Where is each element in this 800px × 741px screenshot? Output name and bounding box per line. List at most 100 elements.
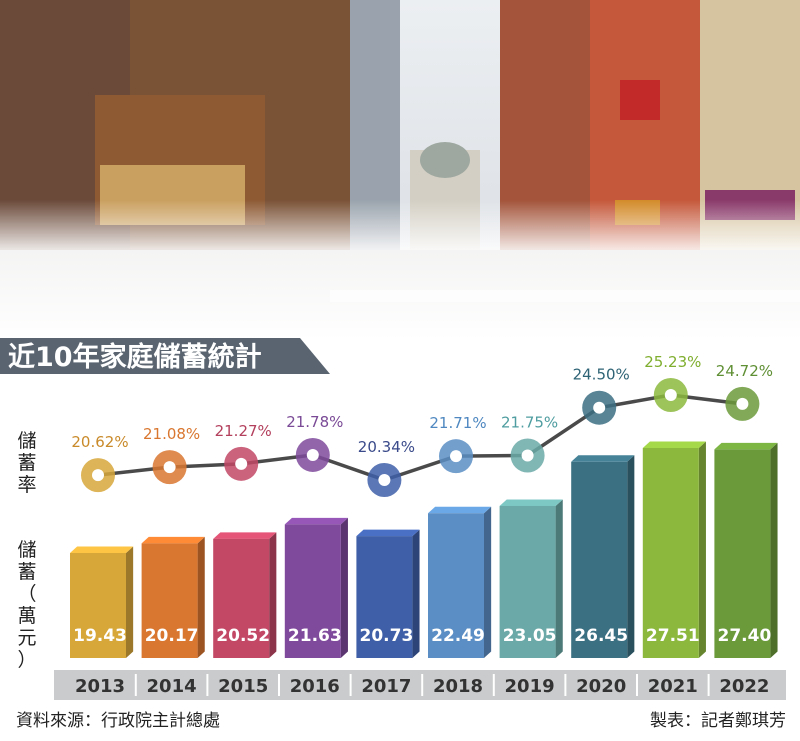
bar-side bbox=[126, 546, 134, 658]
bar-value-label: 27.40 bbox=[718, 626, 772, 646]
bar-value-label: 19.43 bbox=[73, 626, 127, 646]
rate-marker-dot bbox=[378, 474, 391, 486]
bar: 26.45 bbox=[571, 455, 635, 658]
rate-value-label: 21.27% bbox=[215, 422, 272, 440]
bar-side bbox=[627, 455, 635, 658]
year-label: 2013 bbox=[75, 676, 125, 697]
bar-side bbox=[269, 532, 277, 658]
rate-marker-dot bbox=[92, 469, 104, 482]
savings-axis-label: 儲蓄（萬元） bbox=[17, 539, 36, 671]
bar: 19.43 bbox=[70, 546, 134, 658]
year-axis: 2013 2014 2015 2016 2017 2018 2019 2020 2021 2022 bbox=[54, 670, 786, 700]
bar-value-label: 20.73 bbox=[360, 626, 414, 646]
rate-value-label: 20.34% bbox=[358, 438, 415, 456]
year-label: 2018 bbox=[433, 676, 483, 697]
rate-point: 21.27% bbox=[215, 422, 272, 481]
bar-top bbox=[428, 506, 492, 514]
rate-marker-dot bbox=[521, 449, 534, 462]
rate-axis-label: 儲蓄率 bbox=[17, 430, 36, 496]
credit-note: 製表：記者鄭琪芳 bbox=[650, 711, 786, 731]
rate-value-label: 21.08% bbox=[143, 425, 200, 443]
bar-top bbox=[499, 499, 563, 506]
bar: 23.05 bbox=[499, 499, 563, 658]
bar-front bbox=[499, 505, 556, 658]
year-label: 2016 bbox=[290, 676, 340, 697]
bar-value-label: 23.05 bbox=[503, 626, 557, 646]
bar: 20.73 bbox=[356, 529, 420, 658]
bar-top bbox=[284, 517, 348, 525]
year-label: 2020 bbox=[576, 676, 626, 697]
bar-value-label: 26.45 bbox=[574, 626, 628, 646]
year-band bbox=[54, 670, 786, 700]
title-band: 近10年家庭儲蓄統計 bbox=[0, 338, 330, 374]
bar-front bbox=[284, 524, 341, 658]
chart-title: 近10年家庭儲蓄統計 bbox=[8, 341, 262, 373]
axis-labels: 儲蓄率 儲蓄（萬元） bbox=[17, 430, 36, 671]
street-photo bbox=[0, 0, 800, 340]
bar-side bbox=[197, 536, 205, 658]
rate-point: 21.08% bbox=[143, 425, 200, 485]
rate-value-label: 21.75% bbox=[501, 413, 558, 431]
bar-front bbox=[356, 536, 413, 658]
rate-marker-dot bbox=[306, 448, 319, 461]
bar-top bbox=[714, 442, 778, 450]
bar-side bbox=[484, 506, 492, 658]
bar: 20.17 bbox=[141, 536, 205, 658]
bar-value-label: 21.63 bbox=[288, 626, 342, 646]
rate-marker-dot bbox=[593, 401, 606, 414]
rate-value-label: 21.78% bbox=[286, 413, 343, 431]
year-label: 2022 bbox=[719, 676, 769, 697]
bar-top bbox=[642, 441, 706, 448]
bar-top bbox=[141, 536, 205, 544]
bar-value-label: 20.17 bbox=[145, 626, 199, 646]
rate-marker-dot bbox=[736, 397, 749, 410]
bar-top bbox=[213, 532, 277, 539]
bar-value-label: 22.49 bbox=[431, 626, 485, 646]
rate-value-label: 21.71% bbox=[429, 414, 486, 432]
rate-line bbox=[97, 393, 743, 482]
bar: 27.51 bbox=[642, 441, 706, 658]
rate-value-label: 25.23% bbox=[644, 353, 701, 371]
bar-front bbox=[428, 513, 484, 658]
year-label: 2019 bbox=[505, 676, 555, 697]
bar-top bbox=[571, 455, 635, 462]
bar-front bbox=[141, 543, 198, 658]
bar-front bbox=[714, 449, 771, 658]
bar: 27.40 bbox=[714, 442, 778, 658]
bar-front bbox=[571, 461, 628, 658]
year-label: 2017 bbox=[361, 676, 411, 697]
bar-side bbox=[698, 441, 706, 658]
rate-marker-dot bbox=[664, 389, 677, 401]
bar-side bbox=[770, 442, 778, 658]
rate-marker-dot bbox=[163, 461, 176, 474]
rate-point: 21.71% bbox=[429, 414, 487, 474]
year-label: 2015 bbox=[218, 676, 268, 697]
source-note: 資料來源：行政院主計總處 bbox=[16, 711, 220, 731]
bar: 21.63 bbox=[284, 517, 348, 658]
bar-side bbox=[340, 517, 348, 658]
rate-line-layer: 20.62% 21.08% 21.27% 21.78% 20.34% 21.71% 21.7… bbox=[71, 353, 773, 497]
bar-front bbox=[70, 553, 126, 658]
rate-point: 20.34% bbox=[358, 438, 415, 497]
rate-point: 25.23% bbox=[644, 353, 701, 412]
rate-point: 20.62% bbox=[71, 433, 129, 493]
year-label: 2021 bbox=[648, 676, 698, 697]
bar-front bbox=[213, 538, 270, 658]
bar: 22.49 bbox=[428, 506, 492, 658]
bars-layer: 19.43 20.17 20.52 21.63 20.73 22.49 23.05 26.45… bbox=[70, 441, 778, 658]
rate-marker-dot bbox=[235, 457, 248, 470]
bar-value-label: 27.51 bbox=[646, 626, 700, 646]
rate-point: 21.78% bbox=[286, 413, 343, 472]
rate-value-label: 20.62% bbox=[71, 433, 128, 451]
rate-point: 24.72% bbox=[716, 362, 773, 421]
rate-point: 24.50% bbox=[573, 366, 630, 425]
bar: 20.52 bbox=[213, 532, 277, 658]
bar-side bbox=[412, 529, 420, 658]
rate-point: 21.75% bbox=[501, 413, 558, 473]
bar-top bbox=[356, 529, 420, 537]
bar-value-label: 20.52 bbox=[216, 626, 270, 646]
year-label: 2014 bbox=[147, 676, 197, 697]
bar-front bbox=[642, 448, 699, 658]
